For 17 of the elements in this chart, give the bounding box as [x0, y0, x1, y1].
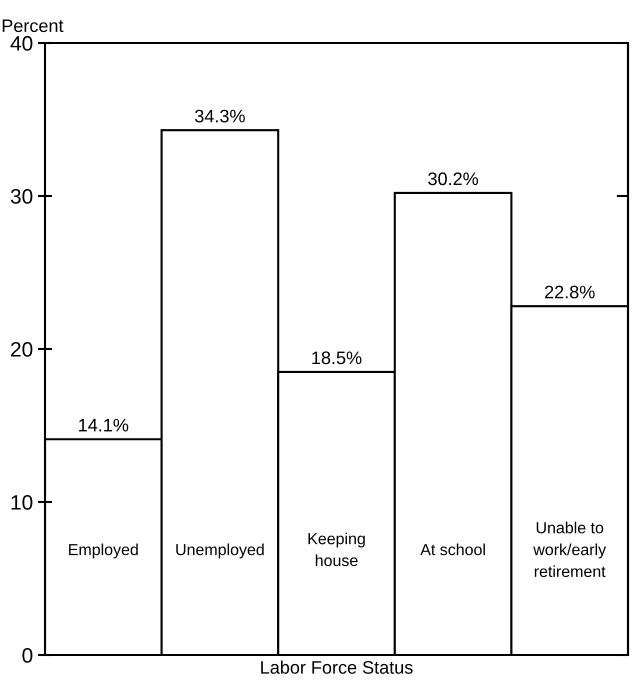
data-label: 34.3%	[194, 110, 245, 122]
data-label: 22.8%	[545, 286, 595, 298]
data-label: 30.2%	[428, 172, 478, 186]
data-label: 14.1%	[79, 418, 128, 432]
x-tick-label: Unable to work/early retirement	[533, 522, 606, 578]
y-tick-label: 30	[10, 189, 32, 204]
y-tick-label: 10	[12, 495, 32, 510]
x-tick-label: Keeping house	[308, 532, 365, 566]
y-axis-title: Percent	[2, 19, 64, 32]
x-tick-label: Unemployed	[176, 544, 264, 558]
data-label: 18.5%	[312, 351, 362, 364]
y-tick-label: 20	[11, 342, 32, 357]
x-axis-title: Labor Force Status	[261, 660, 413, 674]
x-tick-label: Employed	[69, 544, 138, 558]
y-tick-label: 0	[22, 648, 32, 663]
x-tick-label: At school	[420, 544, 485, 556]
y-tick-label: 40	[10, 36, 32, 51]
